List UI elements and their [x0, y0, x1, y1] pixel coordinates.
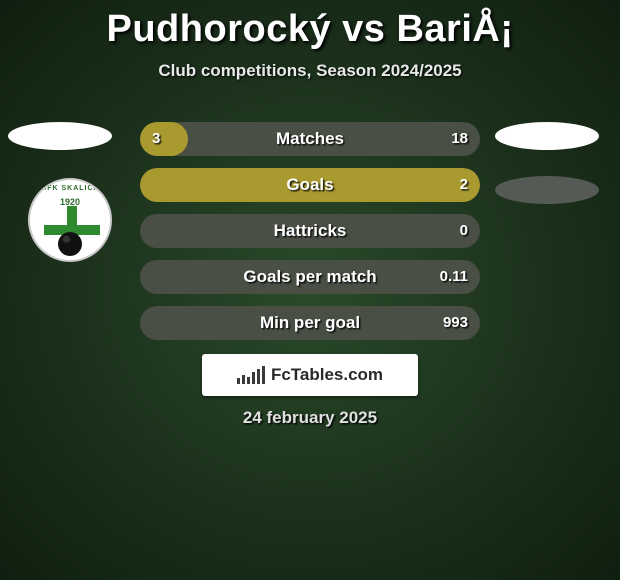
fctables-watermark: FcTables.com: [202, 354, 418, 396]
stat-label: Goals per match: [140, 260, 480, 294]
stat-value-right: 0.11: [440, 260, 468, 294]
stat-row: Goals per match0.11: [140, 260, 480, 294]
update-date: 24 february 2025: [0, 408, 620, 428]
stat-value-right: 18: [451, 122, 468, 156]
player-left-pill: [8, 122, 112, 150]
stat-value-right: 993: [443, 306, 468, 340]
stat-row: Goals2: [140, 168, 480, 202]
stat-label: Matches: [140, 122, 480, 156]
stat-value-right: 0: [460, 214, 468, 248]
stats-panel: 3Matches18 Goals2 Hattricks0 Goals per matc…: [140, 122, 480, 352]
watermark-bars-icon: [237, 366, 265, 384]
badge-ball-icon: [58, 232, 82, 256]
stat-row: Min per goal993: [140, 306, 480, 340]
stat-label: Min per goal: [140, 306, 480, 340]
badge-top-text: MFK SKALICA: [30, 185, 110, 192]
watermark-text: FcTables.com: [271, 365, 383, 385]
stat-value-right: 2: [460, 168, 468, 202]
player-right-pill: [495, 122, 599, 150]
stat-label: Goals: [140, 168, 480, 202]
stat-label: Hattricks: [140, 214, 480, 248]
page-subtitle: Club competitions, Season 2024/2025: [0, 61, 620, 81]
page-title: Pudhorocký vs BariÅ¡: [0, 0, 620, 51]
club-right-pill: [495, 176, 599, 204]
club-left-badge: MFK SKALICA 1920: [28, 178, 112, 262]
stat-row: Hattricks0: [140, 214, 480, 248]
stat-row: 3Matches18: [140, 122, 480, 156]
